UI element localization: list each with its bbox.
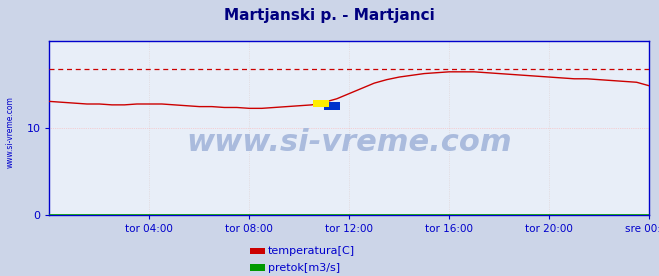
Text: pretok[m3/s]: pretok[m3/s] [268, 263, 339, 273]
Text: temperatura[C]: temperatura[C] [268, 246, 355, 256]
Text: www.si-vreme.com: www.si-vreme.com [186, 128, 512, 157]
FancyBboxPatch shape [324, 102, 340, 110]
Text: www.si-vreme.com: www.si-vreme.com [5, 97, 14, 168]
Text: Martjanski p. - Martjanci: Martjanski p. - Martjanci [224, 8, 435, 23]
FancyBboxPatch shape [313, 100, 330, 107]
